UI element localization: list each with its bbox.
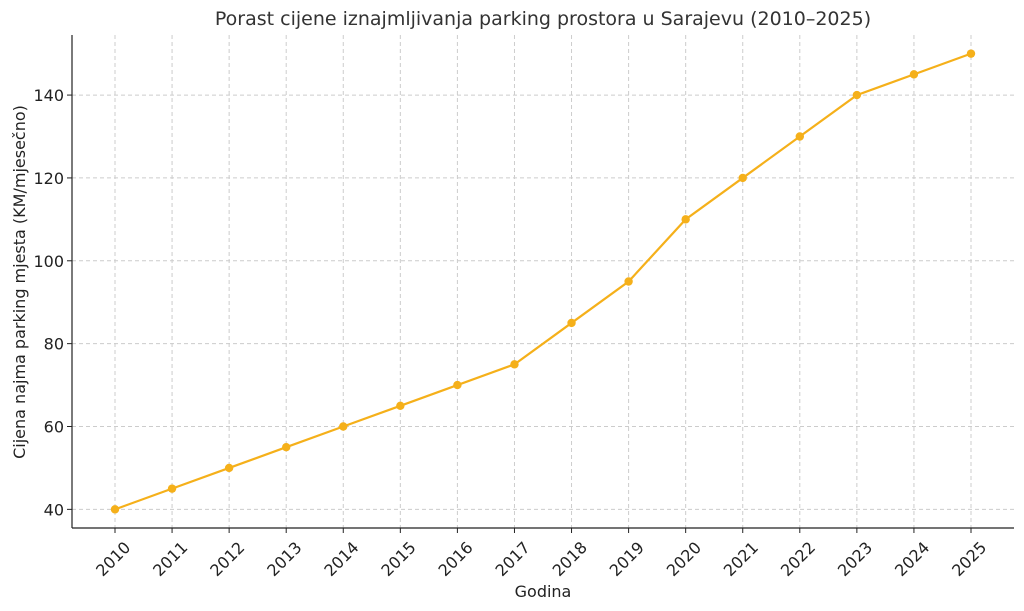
vertical-gridlines bbox=[114, 35, 972, 528]
x-axis-ticks: 2010 2011 2012 2013 2014 2015 2016 2017 2018 2019… bbox=[92, 528, 990, 580]
axes bbox=[71, 35, 1014, 529]
horizontal-gridlines bbox=[72, 94, 1014, 510]
x-tick-label: 2011 bbox=[149, 538, 191, 580]
x-tick-label: 2023 bbox=[834, 538, 876, 580]
y-tick-label: 40 bbox=[44, 500, 64, 519]
data-point bbox=[453, 380, 462, 390]
data-point bbox=[510, 360, 519, 369]
data-point bbox=[567, 318, 576, 328]
data-point bbox=[110, 505, 120, 514]
x-tick-label: 2010 bbox=[92, 538, 134, 580]
data-point bbox=[852, 90, 862, 100]
data-point bbox=[396, 401, 405, 410]
x-tick-label: 2025 bbox=[948, 538, 990, 580]
data-point bbox=[224, 463, 234, 473]
y-axis-label: Cijena najma parking mjesta (KM/mjesečno… bbox=[10, 105, 29, 459]
data-point bbox=[738, 173, 747, 183]
x-tick-label: 2019 bbox=[606, 538, 648, 580]
data-point bbox=[339, 422, 348, 431]
x-tick-label: 2022 bbox=[777, 538, 819, 580]
x-tick-label: 2014 bbox=[320, 538, 362, 580]
data-point bbox=[624, 277, 633, 286]
data-point bbox=[282, 443, 291, 452]
x-tick-label: 2013 bbox=[263, 538, 305, 580]
x-tick-label: 2015 bbox=[377, 538, 419, 580]
x-tick-label: 2020 bbox=[663, 538, 705, 580]
x-tick-label: 2012 bbox=[206, 538, 248, 580]
y-axis-ticks: 40 60 80 100 120 140 bbox=[33, 86, 72, 519]
x-tick-label: 2016 bbox=[434, 538, 476, 580]
data-point bbox=[167, 484, 177, 493]
chart-title: Porast cijene iznajmljivanja parking pro… bbox=[215, 8, 871, 30]
x-tick-label: 2021 bbox=[720, 538, 762, 580]
data-point bbox=[909, 70, 919, 79]
x-tick-label: 2018 bbox=[549, 538, 591, 580]
series-group bbox=[110, 49, 976, 514]
y-tick-label: 80 bbox=[44, 335, 64, 354]
x-tick-label: 2017 bbox=[492, 538, 534, 580]
x-axis-label: Godina bbox=[515, 582, 572, 601]
y-tick-label: 60 bbox=[44, 418, 64, 437]
x-tick-label: 2024 bbox=[891, 538, 933, 580]
data-point bbox=[966, 49, 976, 58]
data-point bbox=[795, 132, 804, 141]
y-tick-label: 140 bbox=[33, 86, 64, 105]
y-tick-label: 100 bbox=[33, 252, 64, 271]
y-tick-label: 120 bbox=[33, 169, 64, 188]
series-line bbox=[114, 52, 972, 511]
data-point bbox=[681, 215, 690, 224]
